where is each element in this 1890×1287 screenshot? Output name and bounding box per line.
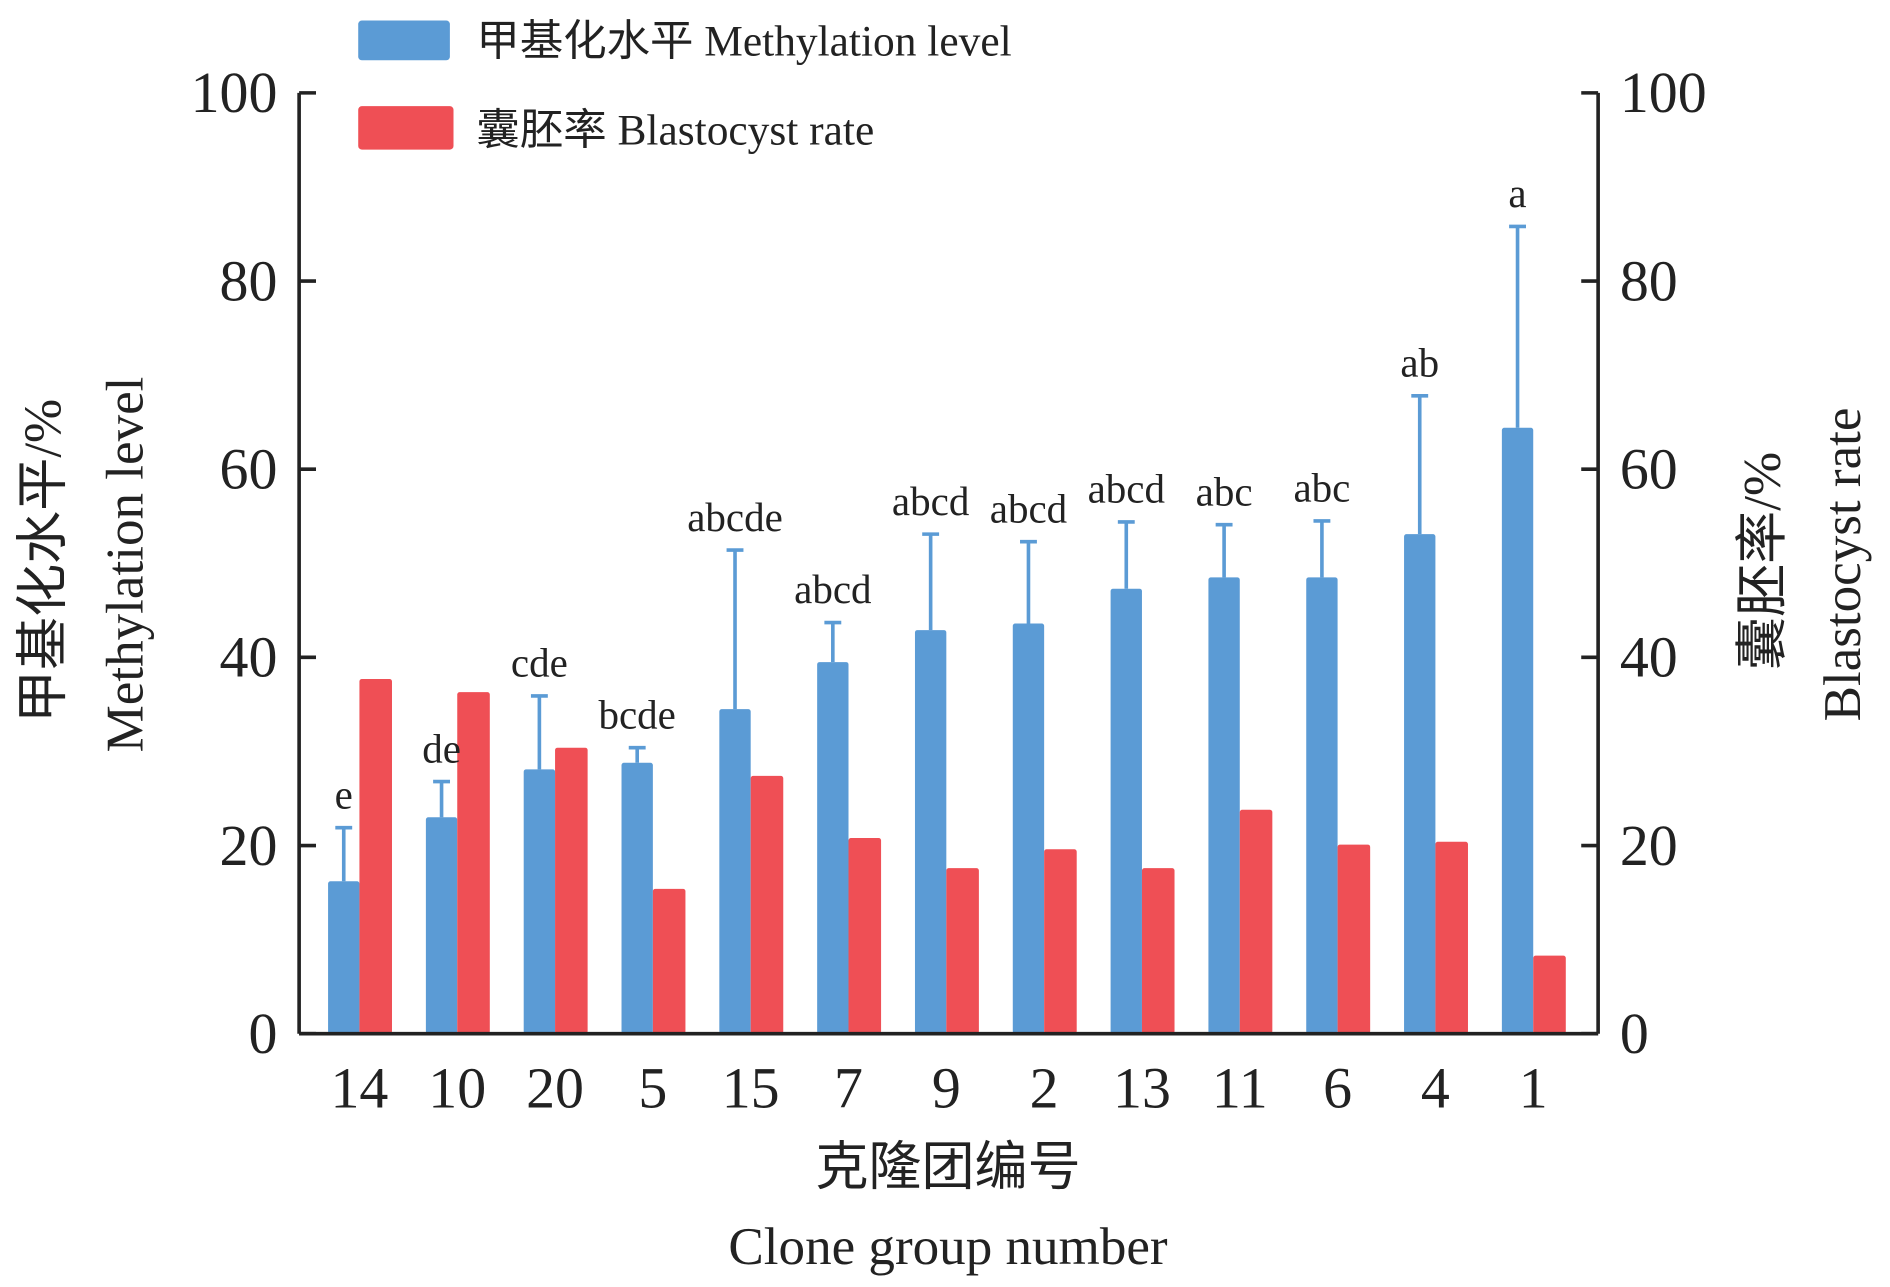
x-tick-label: 5 xyxy=(638,1055,667,1120)
bar-methylation xyxy=(621,762,653,1034)
x-tick-label: 9 xyxy=(932,1055,961,1120)
x-tick-label: 14 xyxy=(330,1055,388,1120)
x-tick-label: 15 xyxy=(722,1055,780,1120)
y-tick-label-left: 100 xyxy=(191,60,278,125)
y-axis-right-title: Blastocyst rate xyxy=(1814,408,1872,722)
significance-label: bcde xyxy=(598,691,675,737)
bar-blastocyst xyxy=(1435,841,1468,1034)
bar-blastocyst xyxy=(1239,809,1273,1034)
bar-methylation xyxy=(1404,534,1436,1034)
legend-swatch-methylation xyxy=(358,20,450,61)
x-tick-label: 6 xyxy=(1323,1055,1352,1120)
significance-label: de xyxy=(422,725,461,771)
y-tick-label-left: 20 xyxy=(220,813,278,878)
bar-blastocyst xyxy=(1141,868,1175,1034)
bar-methylation xyxy=(914,630,947,1034)
x-tick-label: 11 xyxy=(1212,1055,1268,1120)
bar-methylation xyxy=(1110,588,1142,1034)
bar-methylation xyxy=(719,709,751,1034)
bar-blastocyst xyxy=(1044,849,1077,1034)
bar-methylation xyxy=(425,817,458,1034)
bar-methylation xyxy=(1306,577,1338,1034)
y-tick-label-left: 0 xyxy=(248,1001,277,1066)
x-tick-label: 10 xyxy=(428,1055,486,1120)
y-axis-left-title: Methylation level xyxy=(96,377,154,753)
significance-label: abc xyxy=(1196,468,1253,514)
significance-label: e xyxy=(335,771,353,817)
y-tick-label-right: 80 xyxy=(1620,248,1678,313)
legend-swatch-blastocyst xyxy=(358,106,454,150)
y-tick-label-left: 80 xyxy=(220,248,278,313)
y-axis-right-title-cn: 囊胚率/% xyxy=(1734,452,1792,670)
significance-label: a xyxy=(1508,170,1526,216)
bar-blastocyst xyxy=(555,747,588,1034)
y-tick-label-left: 40 xyxy=(220,625,278,690)
significance-label: abcd xyxy=(892,478,969,524)
y-tick-label-left: 60 xyxy=(220,437,278,502)
x-axis-title-cn: 克隆团编号 xyxy=(815,1138,1080,1196)
bar-methylation xyxy=(328,881,360,1034)
bar-blastocyst xyxy=(848,838,882,1034)
bar-methylation xyxy=(1012,623,1045,1034)
significance-label: cde xyxy=(511,640,568,686)
x-tick-label: 20 xyxy=(526,1055,584,1120)
bar-blastocyst xyxy=(652,888,686,1034)
x-tick-label: 1 xyxy=(1519,1055,1548,1120)
x-axis-title: Clone group number xyxy=(728,1218,1167,1276)
x-tick-label: 7 xyxy=(834,1055,863,1120)
bar-blastocyst xyxy=(1337,844,1371,1034)
bar-methylation xyxy=(523,769,556,1034)
bar-blastocyst xyxy=(1533,955,1566,1034)
y-tick-label-right: 20 xyxy=(1620,813,1678,878)
bar-blastocyst xyxy=(946,868,979,1034)
y-axis-left-title-cn: 甲基化水平/% xyxy=(14,399,72,723)
y-tick-label-right: 100 xyxy=(1620,60,1707,125)
legend: 甲基化水平 Methylation level 囊胚率 Blastocyst r… xyxy=(358,17,1012,155)
legend-label-methylation: 甲基化水平 Methylation level xyxy=(476,17,1011,65)
y-tick-label-right: 40 xyxy=(1620,625,1678,690)
bar-methylation xyxy=(1208,577,1240,1034)
bar-methylation xyxy=(817,662,849,1034)
bar-blastocyst xyxy=(750,775,784,1034)
legend-label-blastocyst: 囊胚率 Blastocyst rate xyxy=(476,107,874,155)
bar-methylation xyxy=(1501,427,1534,1034)
x-tick-label: 2 xyxy=(1030,1055,1059,1120)
significance-label: ab xyxy=(1400,340,1439,386)
significance-label: abcd xyxy=(794,566,871,612)
significance-label: abcd xyxy=(990,485,1067,531)
y-tick-label-right: 0 xyxy=(1620,1001,1649,1066)
x-tick-label: 13 xyxy=(1113,1055,1171,1120)
significance-label: abcde xyxy=(687,494,783,540)
y-tick-label-right: 60 xyxy=(1620,437,1678,502)
significance-label: abcd xyxy=(1088,466,1165,512)
significance-label: abc xyxy=(1293,465,1350,511)
bar-blastocyst xyxy=(457,692,490,1034)
bar-blastocyst xyxy=(359,679,392,1034)
x-tick-label: 4 xyxy=(1421,1055,1450,1120)
